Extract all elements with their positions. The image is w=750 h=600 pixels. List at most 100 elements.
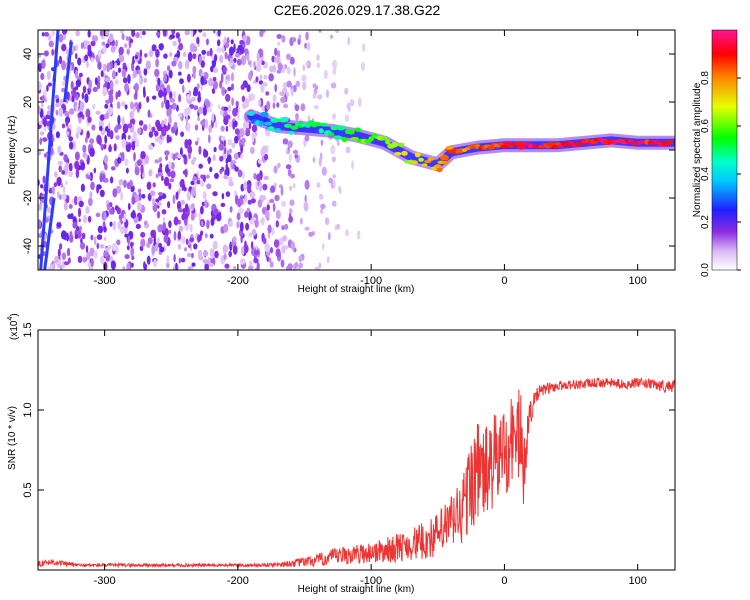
noise-speck <box>108 144 112 152</box>
noise-speck <box>206 108 213 113</box>
noise-speck <box>158 43 164 51</box>
noise-speck <box>276 50 281 59</box>
noise-speck <box>173 231 177 241</box>
noise-speck <box>163 73 167 83</box>
noise-speck <box>198 106 204 115</box>
signal-blob <box>330 125 339 131</box>
noise-speck <box>105 99 111 105</box>
noise-speck <box>129 38 134 44</box>
noise-speck <box>48 187 53 194</box>
noise-speck <box>51 186 56 195</box>
noise-speck <box>137 127 142 135</box>
noise-speck <box>134 55 138 60</box>
noise-speck <box>347 36 351 46</box>
noise-speck <box>193 71 196 80</box>
noise-speck <box>261 105 265 112</box>
signal-blob <box>341 136 348 143</box>
noise-speck <box>330 34 333 39</box>
noise-speck <box>320 139 324 146</box>
noise-speck <box>280 200 287 207</box>
noise-speck <box>97 225 104 234</box>
noise-speck <box>285 149 289 155</box>
noise-speck <box>276 102 280 108</box>
snr-frame <box>37 329 676 571</box>
noise-speck <box>220 125 225 132</box>
signal-blob <box>264 121 272 126</box>
noise-speck <box>220 166 225 172</box>
noise-speck <box>166 255 170 265</box>
noise-speck <box>42 137 48 142</box>
colorbar-tick-label: 0.4 <box>700 167 711 181</box>
noise-speck <box>240 144 244 154</box>
noise-speck <box>104 163 108 171</box>
noise-speck <box>251 135 255 143</box>
noise-speck <box>153 235 156 245</box>
noise-speck <box>143 261 146 270</box>
noise-speck <box>155 198 160 203</box>
noise-speck <box>124 83 129 93</box>
signal-blob <box>260 111 269 117</box>
noise-speck <box>246 53 250 61</box>
noise-speck <box>61 87 66 93</box>
noise-speck <box>54 171 58 178</box>
snr-xlabel: Height of straight line (km) <box>298 584 415 595</box>
noise-speck <box>46 84 49 92</box>
noise-speck <box>236 221 240 229</box>
noise-speck <box>186 191 191 201</box>
noise-speck <box>154 159 160 164</box>
noise-speck <box>121 138 127 148</box>
signal-blob <box>436 167 443 173</box>
noise-speck <box>174 121 178 130</box>
noise-speck <box>197 234 201 243</box>
noise-speck <box>99 125 103 132</box>
noise-speck <box>117 221 122 230</box>
noise-speck <box>123 213 127 223</box>
noise-speck <box>115 91 118 100</box>
noise-speck <box>38 62 42 73</box>
signal-blob <box>354 127 362 132</box>
noise-speck <box>227 86 232 92</box>
noise-speck <box>263 175 269 181</box>
noise-speck <box>186 252 192 258</box>
noise-speck <box>46 206 52 214</box>
noise-speck <box>200 174 204 179</box>
snr-panel: -300 -200 -100 0 100 0.5 1.0 1.5 Height of str… <box>7 313 676 595</box>
noise-speck <box>213 67 219 73</box>
noise-speck <box>90 181 95 191</box>
noise-speck <box>169 178 174 183</box>
noise-speck <box>97 61 102 70</box>
noise-speck <box>82 144 87 153</box>
noise-speck <box>178 113 183 118</box>
noise-speck <box>177 153 182 159</box>
noise-speck <box>193 212 198 218</box>
noise-speck <box>235 100 239 107</box>
noise-speck <box>261 195 267 201</box>
noise-speck <box>134 90 138 100</box>
noise-speck <box>75 69 79 79</box>
noise-speck <box>92 103 96 109</box>
noise-speck <box>192 53 197 60</box>
noise-speck <box>57 248 61 258</box>
noise-speck <box>89 147 95 157</box>
noise-speck <box>232 164 235 170</box>
noise-speck <box>122 123 129 134</box>
noise-speck <box>293 67 296 77</box>
noise-speck <box>213 146 217 153</box>
noise-speck <box>75 168 80 179</box>
noise-speck <box>183 186 187 192</box>
signal-blob <box>290 125 299 130</box>
noise-speck <box>197 90 201 100</box>
snr-scale-exponent: 4 <box>7 317 14 321</box>
noise-speck <box>147 237 153 245</box>
noise-speck <box>133 69 137 78</box>
chart-title: C2E6.2026.029.17.38.G22 <box>274 2 441 18</box>
noise-speck <box>289 199 295 206</box>
noise-speck <box>42 175 46 184</box>
noise-speck <box>212 30 216 34</box>
noise-speck <box>245 127 251 136</box>
noise-speck <box>185 116 189 123</box>
noise-speck <box>90 258 94 267</box>
noise-speck <box>142 124 148 132</box>
noise-speck <box>269 65 275 73</box>
noise-speck <box>187 145 193 155</box>
